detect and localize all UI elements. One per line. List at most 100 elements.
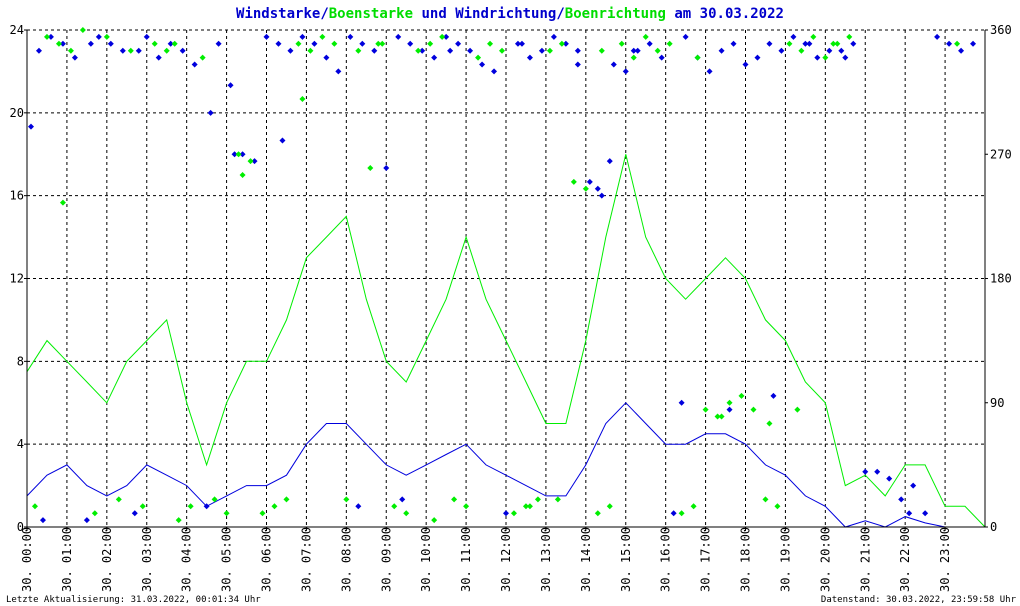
- data-point-windrichtung: [658, 54, 665, 61]
- data-point-boenrichtung: [103, 33, 110, 40]
- data-point-windrichtung: [730, 40, 737, 47]
- chart-title: Windstarke/Boenstarke und Windrichtung/B…: [236, 6, 784, 22]
- data-point-windrichtung: [27, 123, 34, 130]
- data-point-windrichtung: [778, 47, 785, 54]
- data-point-windrichtung: [874, 468, 881, 475]
- data-point-windrichtung: [946, 40, 953, 47]
- y-left-tick-label: 0: [17, 520, 24, 534]
- title-part-0: Windstarke: [236, 6, 320, 22]
- data-point-boenrichtung: [534, 496, 541, 503]
- footer-last-update: Letzte Aktualisierung: 31.03.2022, 00:01…: [6, 595, 261, 605]
- data-point-windrichtung: [606, 158, 613, 165]
- y-left-tick-label: 8: [17, 354, 24, 368]
- x-tick-label: 30. 10:00: [419, 527, 433, 592]
- x-tick-label: 30. 17:00: [699, 527, 713, 592]
- axes: 0 4 8 12 16 20 24 0 90 180 270 360 30. 00:00 30. 01:0…: [10, 23, 1012, 592]
- data-point-windrichtung: [371, 47, 378, 54]
- data-point-windrichtung: [634, 47, 641, 54]
- data-point-windrichtung: [455, 40, 462, 47]
- data-point-windrichtung: [682, 33, 689, 40]
- data-point-boenrichtung: [726, 399, 733, 406]
- data-point-boenrichtung: [151, 40, 158, 47]
- y-right-tick-label: 270: [990, 147, 1012, 161]
- data-point-boenrichtung: [239, 171, 246, 178]
- data-point-boenrichtung: [375, 40, 382, 47]
- data-point-windrichtung: [594, 185, 601, 192]
- data-point-windrichtung: [407, 40, 414, 47]
- data-point-boenrichtung: [598, 47, 605, 54]
- data-point-windrichtung: [399, 496, 406, 503]
- data-point-boenrichtung: [299, 96, 306, 103]
- data-point-windrichtung: [119, 47, 126, 54]
- data-point-windrichtung: [970, 40, 977, 47]
- data-point-boenrichtung: [271, 503, 278, 510]
- x-tick-label: 30. 00:00: [20, 527, 34, 592]
- data-point-windrichtung: [574, 61, 581, 68]
- data-point-boenrichtung: [171, 40, 178, 47]
- data-point-windrichtung: [670, 510, 677, 517]
- data-point-boenrichtung: [139, 503, 146, 510]
- data-point-boenrichtung: [211, 496, 218, 503]
- data-point-boenrichtung: [774, 503, 781, 510]
- title-part-5: /: [556, 6, 564, 22]
- data-point-boenrichtung: [127, 47, 134, 54]
- y-left-tick-label: 16: [10, 189, 24, 203]
- data-point-boenrichtung: [379, 40, 386, 47]
- data-point-windrichtung: [538, 47, 545, 54]
- data-point-boenrichtung: [594, 510, 601, 517]
- data-point-windrichtung: [335, 68, 342, 75]
- data-point-windrichtung: [275, 40, 282, 47]
- data-point-boenrichtung: [786, 40, 793, 47]
- data-point-boenrichtung: [794, 406, 801, 413]
- data-point-windrichtung: [239, 151, 246, 158]
- data-point-windrichtung: [518, 40, 525, 47]
- data-point-windrichtung: [814, 54, 821, 61]
- data-point-windrichtung: [143, 33, 150, 40]
- data-point-boenrichtung: [690, 503, 697, 510]
- data-point-boenrichtung: [810, 33, 817, 40]
- x-tick-label: 30. 02:00: [100, 527, 114, 592]
- data-point-windrichtung: [299, 33, 306, 40]
- x-tick-label: 30. 16:00: [659, 527, 673, 592]
- data-point-boenrichtung: [718, 413, 725, 420]
- data-point-boenrichtung: [343, 496, 350, 503]
- grid: [26, 29, 985, 528]
- footer-data-status: Datenstand: 30.03.2022, 23:59:58 Uhr: [821, 595, 1017, 605]
- data-point-windrichtung: [59, 40, 66, 47]
- data-point-windrichtung: [479, 61, 486, 68]
- data-point-windrichtung: [383, 165, 390, 172]
- data-point-windrichtung: [934, 33, 941, 40]
- data-point-windrichtung: [802, 40, 809, 47]
- title-part-4: Windrichtung: [455, 6, 556, 22]
- data-point-boenrichtung: [163, 47, 170, 54]
- data-point-boenrichtung: [439, 33, 446, 40]
- x-tick-label: 30. 08:00: [339, 527, 353, 592]
- data-point-boenrichtung: [331, 40, 338, 47]
- data-point-windrichtung: [526, 54, 533, 61]
- title-part-1: /: [320, 6, 328, 22]
- data-point-windrichtung: [598, 192, 605, 199]
- data-point-windrichtung: [263, 33, 270, 40]
- data-point-boenrichtung: [259, 510, 266, 517]
- y-left-tick-label: 4: [17, 437, 24, 451]
- data-point-windrichtung: [718, 47, 725, 54]
- data-point-windrichtung: [395, 33, 402, 40]
- data-point-windrichtung: [431, 54, 438, 61]
- x-tick-label: 30. 11:00: [459, 527, 473, 592]
- data-point-windrichtung: [251, 158, 258, 165]
- series-line-boenstarke: [26, 154, 986, 528]
- data-point-boenrichtung: [295, 40, 302, 47]
- data-point-boenrichtung: [55, 40, 62, 47]
- x-tick-label: 30. 07:00: [299, 527, 313, 592]
- data-point-windrichtung: [862, 468, 869, 475]
- data-point-boenrichtung: [766, 420, 773, 427]
- data-point-boenrichtung: [526, 503, 533, 510]
- data-point-boenrichtung: [834, 40, 841, 47]
- title-part-3: und: [413, 6, 455, 22]
- data-point-windrichtung: [910, 482, 917, 489]
- data-point-windrichtung: [135, 47, 142, 54]
- data-point-boenrichtung: [415, 47, 422, 54]
- data-point-windrichtung: [347, 33, 354, 40]
- data-point-boenrichtung: [738, 392, 745, 399]
- data-point-boenrichtung: [522, 503, 529, 510]
